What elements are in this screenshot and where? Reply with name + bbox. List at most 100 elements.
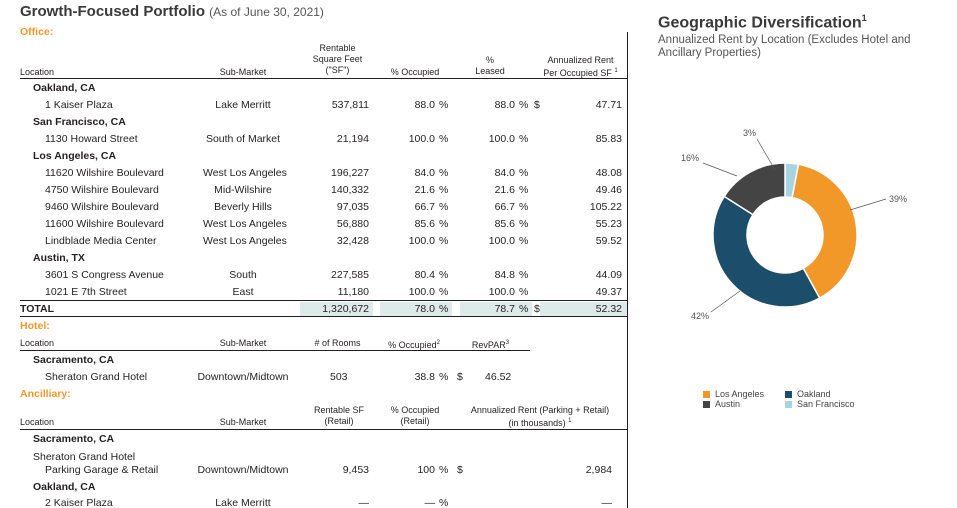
office-submarket: West Los Angeles — [203, 218, 287, 230]
office-leased: 66.7 — [494, 201, 515, 213]
ancillary-section-label: Ancilliary: — [20, 388, 71, 400]
total-row: TOTAL 1,320,672 78.0% 78.7% $ 52.32 — [20, 301, 627, 318]
hotel-header-occupied: % Occupied2 — [378, 338, 450, 351]
pct-sign: % — [519, 218, 529, 230]
pct-sign: % — [439, 235, 449, 247]
office-header-rent-footnote: 1 — [614, 68, 618, 74]
ancillary-occupied: — — [424, 497, 436, 508]
city-row-oakland-ancillary: Oakland, CA — [20, 479, 627, 496]
dollar-sign: $ — [534, 99, 540, 111]
pct-sign: % — [519, 235, 529, 247]
ancillary-header-rsf: Rentable SF (Retail) — [303, 405, 375, 427]
ancillary-header-rsf-line1: Rentable SF — [313, 405, 365, 415]
office-leased: 100.0 — [488, 286, 515, 298]
office-rent: 105.22 — [589, 201, 622, 213]
office-header-rsf-line2: Square Feet — [312, 54, 363, 64]
donut-chart — [712, 162, 858, 308]
office-sf: 11,180 — [337, 286, 369, 298]
table-row: 1021 E 7th Street East 11,180 100.0% 100… — [20, 284, 627, 301]
total-label: TOTAL — [20, 303, 55, 315]
office-rent: 47.71 — [595, 99, 622, 111]
office-location: 1 Kaiser Plaza — [45, 99, 113, 111]
office-submarket: South of Market — [205, 133, 281, 145]
office-rent: 48.08 — [595, 167, 622, 179]
hotel-revpar: 46.52 — [485, 371, 512, 383]
legend-label-san-francisco: San Francisco — [797, 399, 855, 409]
ancillary-header-submarket: Sub-Market — [219, 417, 267, 427]
ancillary-occupied: 100 — [417, 464, 435, 476]
office-sf: 227,585 — [331, 269, 369, 281]
hotel-rooms: 503 — [330, 371, 348, 383]
office-leased: 84.8 — [494, 269, 515, 281]
office-rent: 49.37 — [595, 286, 622, 298]
ancillary-header-location: Location — [20, 417, 55, 427]
donut-slice-austin — [723, 162, 786, 216]
ancillary-header-occupied-line1: % Occupied — [390, 405, 440, 415]
total-occupied: 78.0 — [414, 303, 435, 315]
donut-slice-los-angeles — [791, 163, 858, 300]
pct-sign: % — [439, 303, 449, 315]
chart-title-footnote: 1 — [861, 13, 867, 23]
table-row: 11600 Wilshire Boulevard West Los Angele… — [20, 216, 627, 233]
pct-sign: % — [519, 167, 529, 179]
office-location: 11620 Wilshire Boulevard — [45, 167, 164, 179]
office-occupied: 85.6 — [414, 218, 435, 230]
office-rent: 49.46 — [595, 184, 622, 196]
ancillary-location: 2 Kaiser Plaza — [45, 497, 113, 508]
ancillary-location-line1: Sheraton Grand Hotel — [33, 451, 136, 463]
city-label: San Francisco, CA — [33, 116, 126, 128]
office-sf: 21,194 — [336, 133, 369, 145]
city-label: Austin, TX — [33, 252, 85, 264]
office-header-rent: Annualized Rent Per Occupied SF 1 — [533, 55, 628, 79]
hotel-section-label: Hotel: — [20, 320, 50, 332]
pct-sign: % — [439, 269, 449, 281]
pct-sign: % — [439, 133, 449, 145]
ancillary-header-occupied: % Occupied (Retail) — [379, 405, 451, 427]
office-location: Lindblade Media Center — [45, 235, 157, 247]
pct-sign: % — [439, 464, 449, 476]
office-occupied: 100.0 — [408, 235, 435, 247]
table-row: 4750 Wilshire Boulevard Mid-Wilshire 140… — [20, 182, 627, 199]
chart-subtitle: Annualized Rent by Location (Excludes Ho… — [658, 34, 911, 59]
dollar-sign: $ — [457, 464, 463, 476]
office-header-leased-line2: Leased — [475, 66, 505, 76]
donut-slice-oakland — [712, 195, 821, 308]
ancillary-header-rsf-line2: (Retail) — [324, 416, 354, 426]
pct-sign: % — [439, 497, 449, 508]
ancillary-rent: — — [601, 497, 613, 508]
legend: Los Angeles Oakland Austin San Francisco — [703, 389, 855, 409]
ancillary-submarket: Lake Merritt — [215, 497, 271, 508]
office-sf: 97,035 — [336, 201, 369, 213]
table-row: Lindblade Media Center West Los Angeles … — [20, 233, 627, 250]
office-submarket: West Los Angeles — [203, 167, 287, 179]
office-occupied: 88.0 — [414, 99, 435, 111]
office-location: 11600 Wilshire Boulevard — [45, 218, 164, 230]
legend-label-oakland: Oakland — [797, 389, 831, 399]
total-leased: 78.7 — [494, 303, 515, 315]
city-row-sf: San Francisco, CA — [20, 114, 627, 131]
table-row: 1130 Howard Street South of Market 21,19… — [20, 131, 627, 148]
ancillary-row: Parking Garage & Retail Downtown/Midtown… — [20, 462, 627, 479]
office-occupied: 100.0 — [408, 133, 435, 145]
city-label: Oakland, CA — [33, 481, 96, 493]
hotel-header-rooms: # of Rooms — [314, 338, 361, 348]
office-submarket: East — [232, 286, 254, 298]
office-occupied: 66.7 — [414, 201, 435, 213]
hotel-header-revpar-footnote: 3 — [505, 340, 510, 346]
ancillary-submarket: Downtown/Midtown — [197, 464, 289, 476]
dollar-sign: $ — [457, 371, 463, 383]
city-label: Oakland, CA — [33, 82, 96, 94]
ancillary-rent: 2,984 — [585, 464, 612, 476]
office-rent: 85.83 — [595, 133, 622, 145]
legend-swatch-oakland — [785, 391, 792, 398]
office-leased: 100.0 — [488, 235, 515, 247]
office-location: 4750 Wilshire Boulevard — [45, 184, 159, 196]
table-row: 3601 S Congress Avenue South 227,585 80.… — [20, 267, 627, 284]
office-location: 1130 Howard Street — [45, 133, 138, 145]
office-occupied: 84.0 — [414, 167, 435, 179]
legend-label-los-angeles: Los Angeles — [715, 389, 765, 399]
office-header-submarket: Sub-Market — [219, 67, 267, 77]
legend-swatch-austin — [703, 401, 710, 408]
pct-sign: % — [519, 269, 529, 281]
